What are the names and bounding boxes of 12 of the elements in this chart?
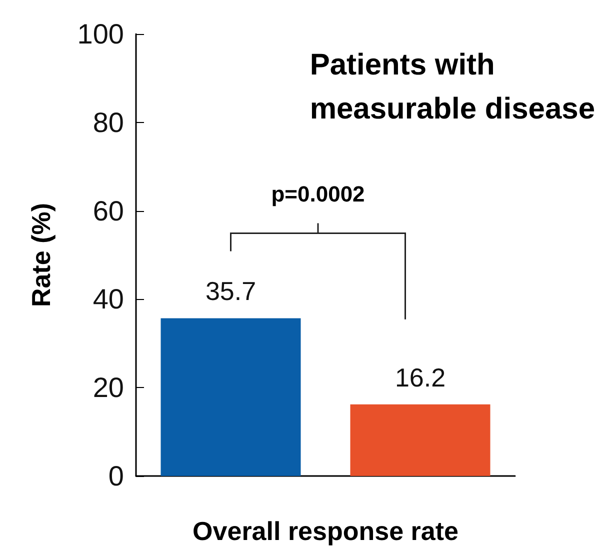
annotation: p=0.0002: [271, 182, 365, 207]
y-tick-label: 0: [108, 460, 124, 492]
y-tick-label: 80: [92, 106, 124, 138]
text: Patients with measurable disease: [310, 48, 596, 126]
data-label: 35.7: [205, 276, 256, 306]
x-axis-title: Overall response rate: [192, 516, 458, 546]
y-tick-label: 20: [92, 372, 124, 404]
data-label: 16.2: [394, 362, 446, 392]
y-tick-label: 40: [92, 284, 124, 315]
y-axis-title: Rate (%): [26, 202, 56, 308]
y-tick-label: 100: [77, 18, 124, 50]
y-tick-label: 60: [92, 195, 124, 226]
